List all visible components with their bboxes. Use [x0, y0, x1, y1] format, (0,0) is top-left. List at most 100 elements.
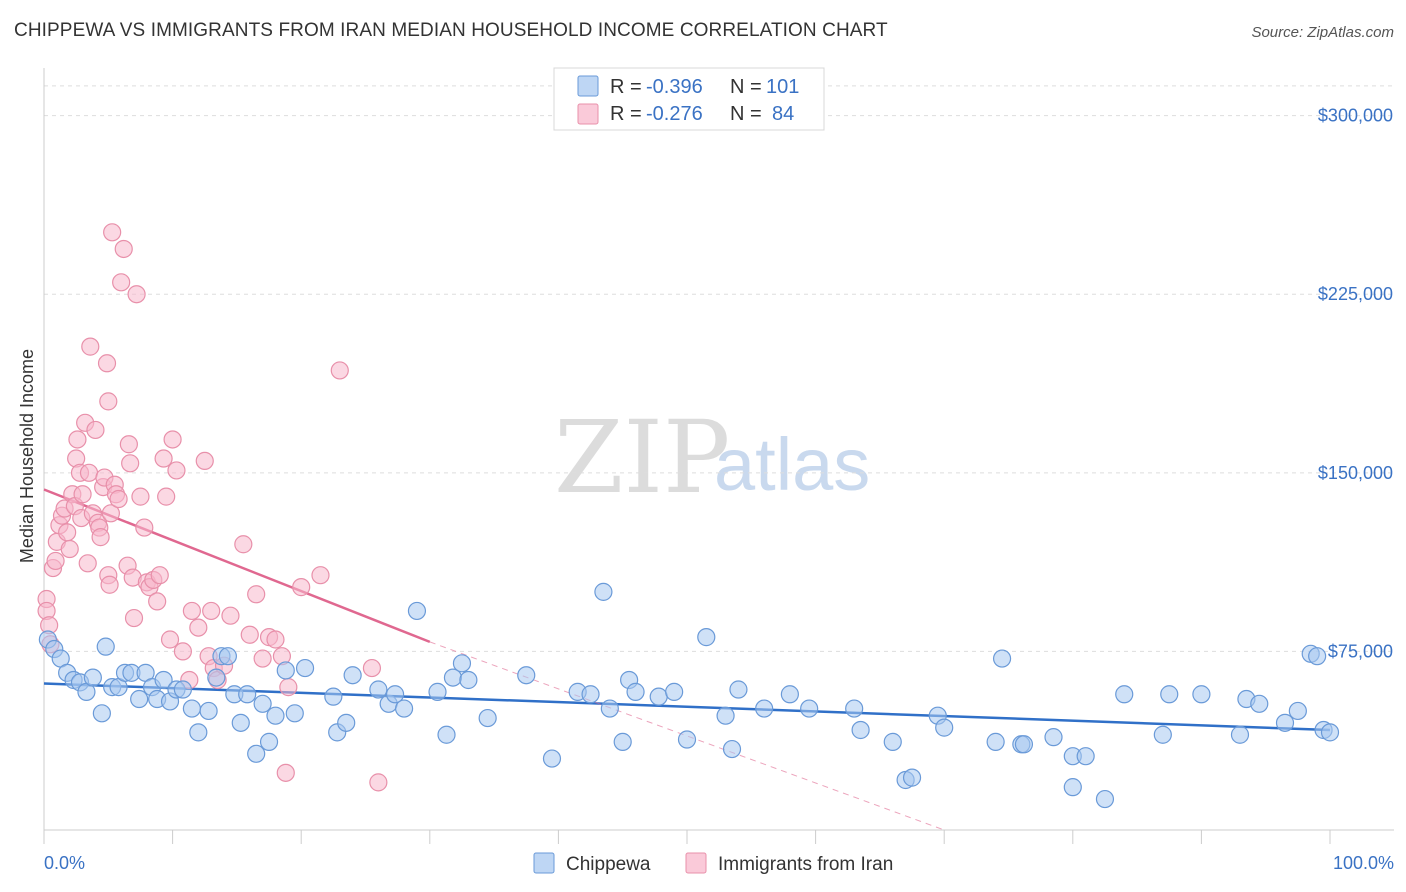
chippewa-point	[1250, 694, 1269, 713]
iran-point	[119, 435, 138, 454]
iran-point	[124, 608, 144, 628]
chippewa-point	[259, 732, 279, 751]
source-label: Source: ZipAtlas.com	[1251, 24, 1394, 41]
chippewa-point	[935, 718, 954, 737]
iran-point	[330, 361, 349, 380]
iran-point	[221, 606, 240, 625]
chippewa-point	[1230, 725, 1250, 744]
bottom-legend: Chippewa Immigrants from Iran	[533, 852, 893, 875]
chippewa-point	[276, 661, 295, 680]
iran-point	[266, 630, 285, 649]
bottom-legend-label-iran: Immigrants from Iran	[718, 854, 893, 875]
chippewa-point	[96, 637, 115, 656]
iran-point	[362, 658, 382, 678]
iran-point	[202, 601, 221, 621]
chippewa-point	[649, 687, 668, 706]
chippewa-point	[266, 706, 285, 725]
chippewa-point	[437, 725, 456, 744]
chippewa-point	[182, 699, 201, 718]
chippewa-point	[613, 732, 632, 751]
chippewa-point	[1153, 725, 1172, 744]
chippewa-point	[1063, 778, 1082, 797]
chippewa-point	[626, 682, 645, 701]
chippewa-point	[1095, 789, 1115, 809]
y-tick-label: $225,000	[1318, 284, 1393, 304]
chippewa-point	[883, 732, 902, 751]
iran-point	[150, 566, 169, 585]
legend-r-label-iran: R =	[610, 103, 642, 125]
iran-point	[189, 618, 208, 637]
legend-box: R = -0.396 N = 101 R = -0.276 N = 84	[553, 67, 825, 131]
chippewa-point	[247, 744, 266, 763]
chippewa-point	[394, 699, 414, 718]
chippewa-point	[1076, 747, 1095, 766]
iran-point	[81, 337, 100, 356]
legend-r-label-chippewa: R =	[610, 76, 642, 98]
iran-point	[157, 487, 176, 506]
iran-point	[109, 489, 128, 509]
iran-point	[182, 601, 201, 621]
chippewa-point	[324, 687, 343, 706]
watermark-zip: ZIP	[554, 399, 730, 516]
iran-point	[103, 223, 122, 242]
iran-point	[247, 585, 266, 604]
iran-point	[253, 649, 272, 668]
y-axis-label: Median Household Income	[17, 349, 37, 563]
x-ticks	[43, 830, 1331, 844]
legend-swatch-chippewa	[577, 75, 599, 97]
x-tick-label-max: 100.0%	[1333, 853, 1394, 873]
iran-point	[279, 678, 298, 697]
legend-n-value-iran: 84	[772, 103, 794, 125]
iran-point	[79, 463, 99, 482]
iran-point	[292, 578, 311, 597]
iran-point	[68, 430, 87, 449]
iran-point	[131, 487, 150, 506]
iran-point	[160, 630, 180, 649]
chippewa-point	[253, 694, 272, 713]
iran-point	[127, 285, 146, 304]
chippewa-point	[780, 685, 799, 704]
series-chippewa-points	[38, 582, 1340, 809]
iran-point	[73, 485, 92, 504]
x-tick-label-min: 0.0%	[44, 853, 85, 873]
chippewa-point	[517, 666, 536, 685]
chippewa-point	[542, 749, 562, 768]
chippewa-point	[716, 706, 735, 725]
iran-point	[195, 451, 214, 471]
iran-point	[86, 420, 105, 440]
chippewa-point	[1014, 735, 1034, 754]
chippewa-point	[1320, 723, 1340, 742]
chippewa-point	[600, 699, 619, 718]
iran-point	[173, 642, 192, 661]
chippewa-point	[154, 670, 173, 690]
bottom-legend-swatch-iran	[685, 852, 707, 874]
chippewa-point	[1288, 701, 1307, 721]
chippewa-point	[343, 666, 362, 685]
legend-n-label-chippewa: N =	[730, 76, 762, 98]
chippewa-point	[1160, 685, 1179, 704]
iran-point	[60, 539, 79, 559]
chippewa-point	[407, 601, 427, 621]
iran-point	[112, 273, 131, 292]
chippewa-point	[1275, 713, 1295, 732]
chippewa-point	[337, 713, 356, 732]
iran-point	[148, 592, 167, 611]
y-tick-label: $300,000	[1318, 106, 1393, 126]
chippewa-point	[581, 685, 600, 704]
iran-point	[234, 535, 253, 554]
chippewa-point	[594, 582, 613, 601]
chippewa-point	[459, 670, 478, 690]
axes	[43, 68, 1394, 831]
chippewa-trend-line	[43, 682, 1331, 732]
y-tick-labels: $75,000 $150,000 $225,000 $300,000	[1318, 106, 1393, 662]
iran-point	[46, 551, 65, 571]
chippewa-point	[285, 704, 304, 723]
grid-lines	[44, 85, 1394, 652]
chippewa-point	[295, 658, 315, 678]
iran-point	[167, 461, 186, 480]
legend-r-value-iran: -0.276	[646, 103, 703, 125]
iran-point	[101, 504, 120, 523]
chippewa-point	[452, 654, 472, 673]
iran-point	[369, 773, 388, 792]
chippewa-point	[697, 628, 716, 647]
